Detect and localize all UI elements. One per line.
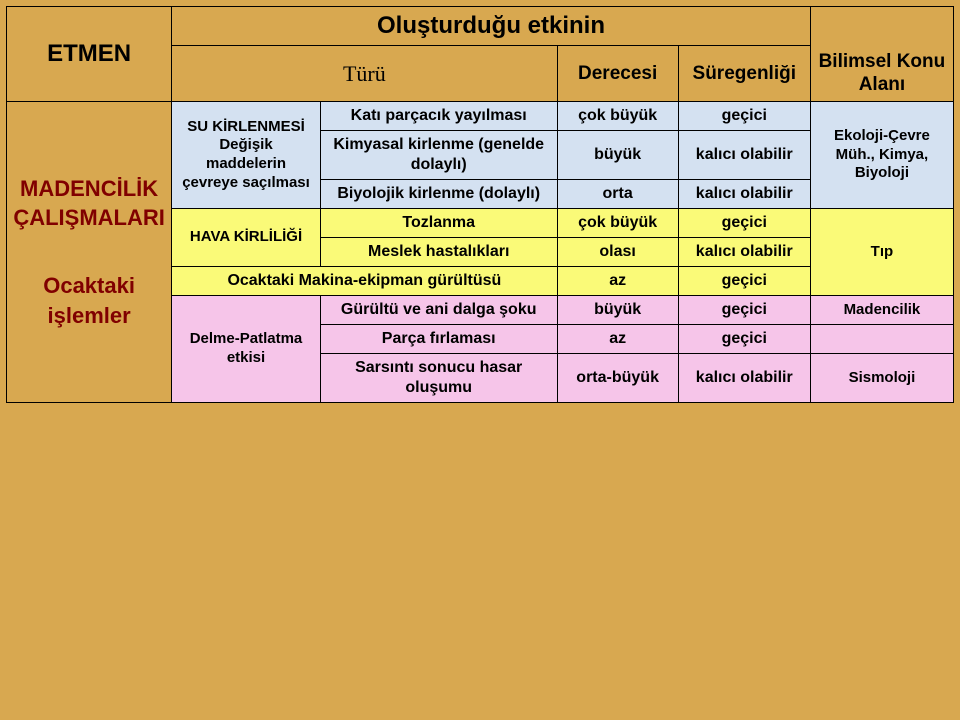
r3-turu: Biyolojik kirlenme (dolaylı) [320, 180, 557, 209]
r5-d: olası [557, 238, 678, 267]
group-hava-kirliligi: HAVA KİRLİLİĞİ [172, 209, 321, 267]
r7-turu: Gürültü ve ani dalga şoku [320, 296, 557, 325]
r1-s: geçici [678, 102, 810, 131]
r2-turu: Kimyasal kirlenme (genelde dolaylı) [320, 131, 557, 180]
r9-s: kalıcı olabilir [678, 354, 810, 403]
left-activity-block: MADENCİLİK ÇALIŞMALARI Ocaktaki işlemler [7, 102, 172, 403]
r9-d: orta-büyük [557, 354, 678, 403]
etmen-table: ETMEN Oluşturduğu etkinin Türü Derecesi … [6, 6, 954, 403]
header-derecesi: Derecesi [557, 46, 678, 102]
group-delme-patlatma: Delme-Patlatma etkisi [172, 296, 321, 403]
r4-d: çok büyük [557, 209, 678, 238]
header-turu: Türü [172, 46, 557, 102]
r5-s: kalıcı olabilir [678, 238, 810, 267]
r6-s: geçici [678, 267, 810, 296]
r3-s: kalıcı olabilir [678, 180, 810, 209]
r7-d: büyük [557, 296, 678, 325]
field-tip: Tıp [810, 238, 953, 267]
r9-turu: Sarsıntı sonucu hasar oluşumu [320, 354, 557, 403]
field-blank-2 [810, 267, 953, 296]
r2-s: kalıcı olabilir [678, 131, 810, 180]
r1-turu: Katı parçacık yayılması [320, 102, 557, 131]
header-etmen: ETMEN [7, 7, 172, 102]
r8-s: geçici [678, 325, 810, 354]
header-suregen: Süregenliği [678, 46, 810, 102]
field-ekoloji: Ekoloji-Çevre Müh., Kimya, Biyoloji [810, 102, 953, 209]
r7-s: geçici [678, 296, 810, 325]
r5-turu: Meslek hastalıkları [320, 238, 557, 267]
r2-d: büyük [557, 131, 678, 180]
r8-turu: Parça fırlaması [320, 325, 557, 354]
field-madencilik: Madencilik [810, 296, 953, 325]
r4-turu: Tozlanma [320, 209, 557, 238]
r3-d: orta [557, 180, 678, 209]
left-sub: Ocaktaki işlemler [13, 271, 165, 330]
header-bilimsel: Bilimsel Konu Alanı [810, 46, 953, 102]
group-su-kirlenmesi: SU KİRLENMESİ Değişik maddelerin çevreye… [172, 102, 321, 209]
field-sismoloji: Sismoloji [810, 354, 953, 403]
header-top: Oluşturduğu etkinin [172, 7, 811, 46]
r6-turu: Ocaktaki Makina-ekipman gürültüsü [172, 267, 557, 296]
r1-d: çok büyük [557, 102, 678, 131]
r8-d: az [557, 325, 678, 354]
field-blank-1 [810, 209, 953, 238]
r4-s: geçici [678, 209, 810, 238]
left-activity: MADENCİLİK ÇALIŞMALARI [13, 174, 165, 233]
header-filler [810, 7, 953, 46]
field-blank-3 [810, 325, 953, 354]
r6-d: az [557, 267, 678, 296]
